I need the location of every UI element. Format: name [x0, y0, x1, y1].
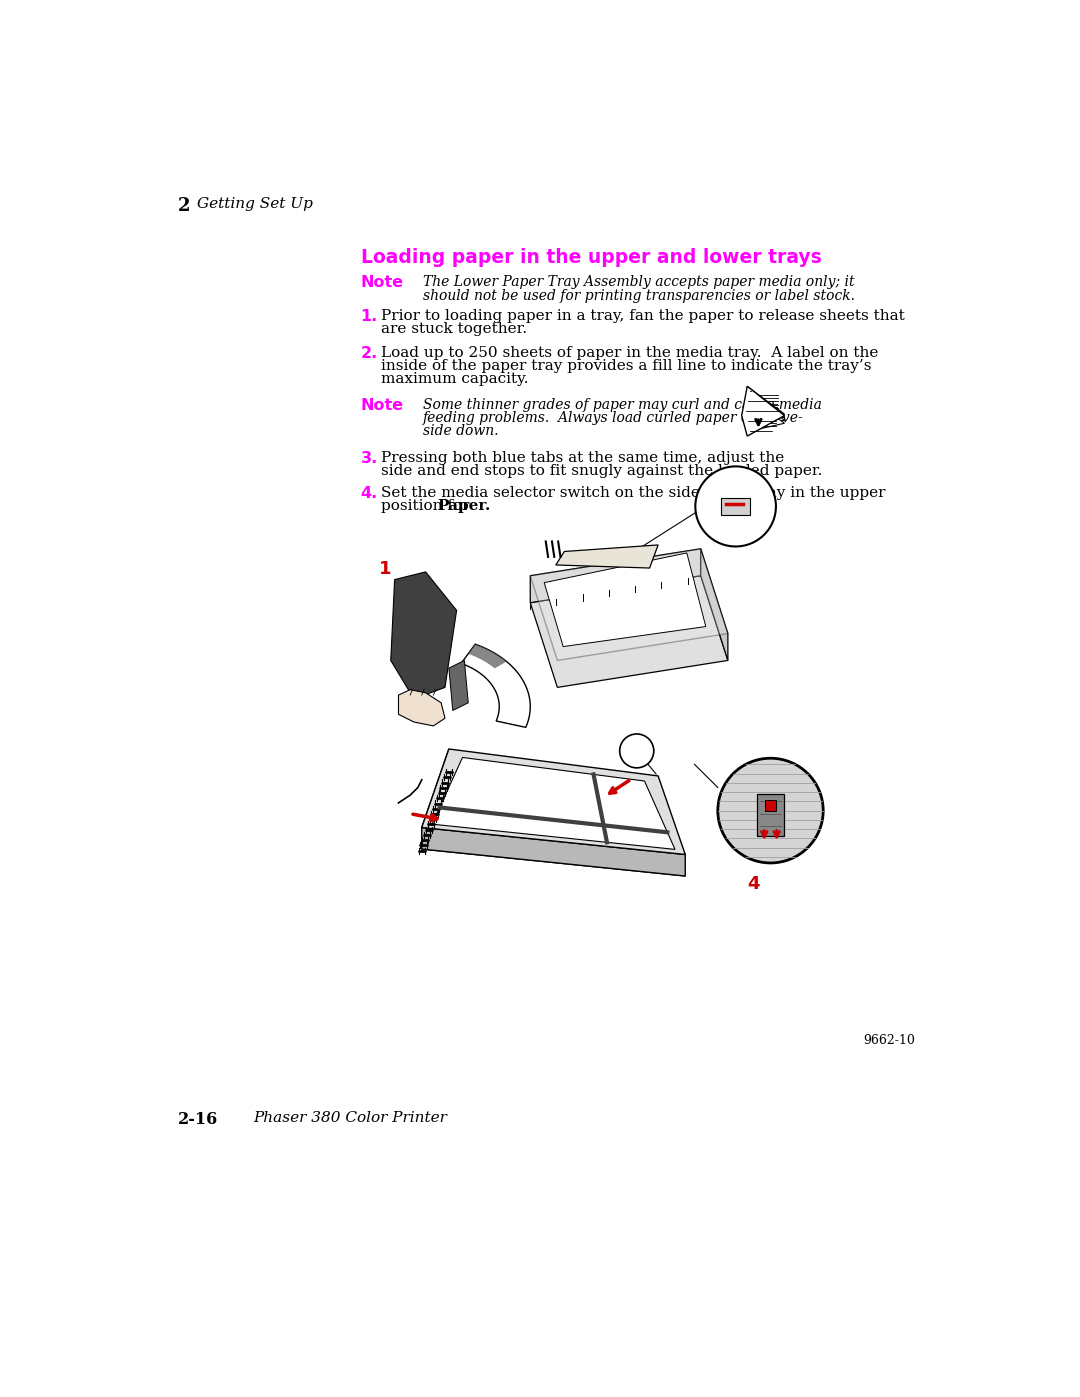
- Polygon shape: [747, 387, 784, 422]
- Text: Load up to 250 sheets of paper in the media tray.  A label on the: Load up to 250 sheets of paper in the me…: [381, 346, 879, 360]
- Polygon shape: [422, 749, 685, 855]
- Text: are stuck together.: are stuck together.: [381, 321, 527, 335]
- Text: 4.: 4.: [361, 486, 378, 500]
- Text: Paper.: Paper.: [437, 499, 490, 513]
- Polygon shape: [530, 549, 728, 661]
- Polygon shape: [422, 827, 685, 876]
- Circle shape: [696, 467, 775, 546]
- Bar: [721, 497, 751, 515]
- Circle shape: [620, 733, 653, 768]
- Text: 1: 1: [379, 560, 392, 578]
- Circle shape: [718, 759, 823, 863]
- Text: 4: 4: [747, 875, 759, 893]
- Text: 2.: 2.: [361, 346, 378, 362]
- Polygon shape: [399, 690, 445, 726]
- Text: Pressing both blue tabs at the same time, adjust the: Pressing both blue tabs at the same time…: [381, 451, 785, 465]
- Text: feeding problems.  Always load curled paper concave-: feeding problems. Always load curled pap…: [423, 411, 804, 425]
- Text: 2-16: 2-16: [177, 1111, 218, 1127]
- Text: position for: position for: [381, 499, 475, 513]
- Text: 2: 2: [177, 197, 190, 215]
- Text: Note: Note: [361, 398, 404, 414]
- Polygon shape: [747, 395, 784, 432]
- Polygon shape: [747, 393, 784, 429]
- Polygon shape: [449, 661, 469, 711]
- Polygon shape: [530, 549, 701, 602]
- Text: 3: 3: [548, 802, 559, 820]
- Text: 2: 2: [724, 475, 737, 493]
- Text: side and end stops to fit snugly against the loaded paper.: side and end stops to fit snugly against…: [381, 464, 823, 478]
- Text: maximum capacity.: maximum capacity.: [381, 373, 529, 387]
- Text: Some thinner grades of paper may curl and cause media: Some thinner grades of paper may curl an…: [423, 398, 822, 412]
- Text: inside of the paper tray provides a fill line to indicate the tray’s: inside of the paper tray provides a fill…: [381, 359, 872, 373]
- Polygon shape: [432, 757, 675, 849]
- Polygon shape: [391, 571, 457, 698]
- Polygon shape: [468, 644, 507, 668]
- Polygon shape: [556, 545, 658, 569]
- Text: Getting Set Up: Getting Set Up: [197, 197, 313, 211]
- Text: side down.: side down.: [423, 425, 499, 439]
- Polygon shape: [422, 749, 449, 849]
- Polygon shape: [742, 387, 784, 436]
- Text: 1.: 1.: [361, 309, 378, 324]
- Text: Phaser 380 Color Printer: Phaser 380 Color Printer: [253, 1111, 447, 1125]
- Text: Loading paper in the upper and lower trays: Loading paper in the upper and lower tra…: [361, 247, 821, 267]
- Polygon shape: [701, 549, 728, 661]
- Text: 3.: 3.: [361, 451, 378, 467]
- Text: should not be used for printing transparencies or label stock.: should not be used for printing transpar…: [423, 289, 855, 303]
- Polygon shape: [747, 390, 784, 426]
- Bar: [757, 793, 784, 835]
- Polygon shape: [544, 553, 706, 647]
- Text: The Lower Paper Tray Assembly accepts paper media only; it: The Lower Paper Tray Assembly accepts pa…: [423, 275, 855, 289]
- Polygon shape: [422, 771, 685, 876]
- Polygon shape: [530, 576, 728, 687]
- Text: Prior to loading paper in a tray, fan the paper to release sheets that: Prior to loading paper in a tray, fan th…: [381, 309, 905, 323]
- Text: 9662-10: 9662-10: [864, 1034, 916, 1046]
- Text: Set the media selector switch on the side of the tray in the upper: Set the media selector switch on the sid…: [381, 486, 886, 500]
- Polygon shape: [461, 644, 530, 728]
- Text: Note: Note: [361, 275, 404, 291]
- Bar: [765, 800, 775, 810]
